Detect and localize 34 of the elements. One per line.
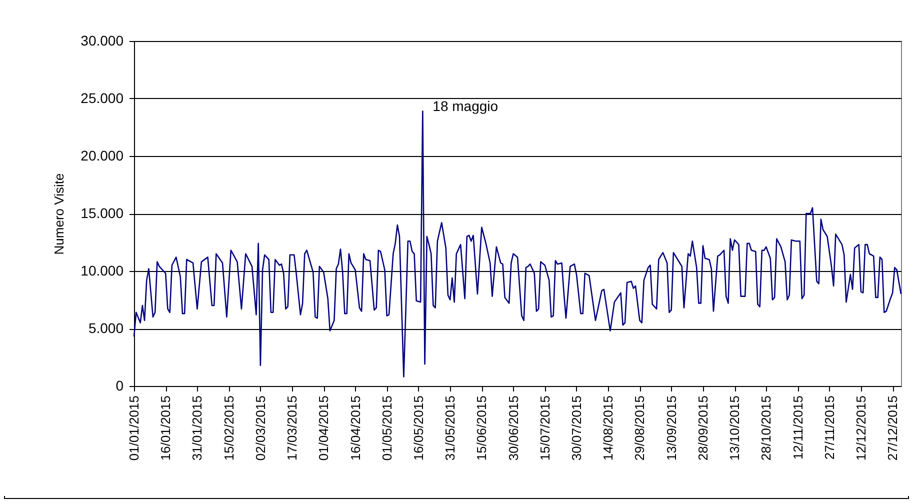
x-tick-label: 17/03/2015 bbox=[284, 396, 300, 461]
annotation: 18 maggio bbox=[432, 98, 498, 114]
y-axis-title: Numero Visite bbox=[52, 173, 67, 255]
x-tick-label: 12/12/2015 bbox=[853, 396, 868, 461]
x-tick-label: 30/07/2015 bbox=[569, 396, 584, 461]
x-tick-label: 27/11/2015 bbox=[822, 396, 837, 460]
x-tick-label: 28/09/2015 bbox=[695, 396, 710, 461]
x-tick-label: 01/04/2015 bbox=[316, 396, 332, 461]
x-tick-label: 28/10/2015 bbox=[758, 396, 774, 461]
x-tick-label: 16/05/2015 bbox=[410, 396, 426, 461]
x-tick-label: 30/06/2015 bbox=[506, 396, 521, 461]
x-tick-label: 01/05/2015 bbox=[379, 396, 394, 461]
x-tick-label: 12/11/2015 bbox=[790, 396, 806, 460]
x-tick-label: 15/02/2015 bbox=[221, 396, 236, 461]
y-tick-label: 30.000 bbox=[80, 32, 124, 48]
y-tick-label: 0 bbox=[116, 378, 124, 394]
x-tick-label: 14/08/2015 bbox=[600, 396, 616, 461]
x-tick-label: 29/08/2015 bbox=[632, 396, 648, 461]
x-tick-label: 13/10/2015 bbox=[727, 396, 742, 461]
x-tick-label: 02/03/2015 bbox=[252, 396, 268, 461]
y-tick-label: 10.000 bbox=[80, 262, 124, 278]
x-tick-label: 31/01/2015 bbox=[190, 396, 205, 461]
y-tick-label: 20.000 bbox=[80, 148, 124, 164]
x-tick-label: 31/05/2015 bbox=[442, 396, 458, 461]
x-tick-label: 15/06/2015 bbox=[474, 396, 490, 461]
x-tick-label: 15/07/2015 bbox=[537, 396, 552, 461]
x-tick-label: 01/01/2015 bbox=[126, 396, 142, 461]
x-tick-label: 16/04/2015 bbox=[348, 396, 363, 461]
y-tick-label: 25.000 bbox=[80, 90, 124, 106]
y-tick-label: 15.000 bbox=[80, 205, 124, 221]
x-tick-label: 27/12/2015 bbox=[885, 396, 900, 461]
y-tick-label: 5.000 bbox=[88, 320, 124, 336]
x-tick-label: 16/01/2015 bbox=[158, 396, 174, 461]
x-tick-label: 13/09/2015 bbox=[664, 396, 679, 461]
